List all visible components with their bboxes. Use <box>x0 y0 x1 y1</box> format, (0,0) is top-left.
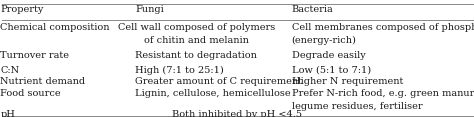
Text: High (7:1 to 25:1): High (7:1 to 25:1) <box>135 66 224 75</box>
Text: pH: pH <box>0 110 15 117</box>
Text: Higher N requirement: Higher N requirement <box>292 77 403 86</box>
Text: Degrade easily: Degrade easily <box>292 51 365 60</box>
Text: Greater amount of C requirement: Greater amount of C requirement <box>135 77 302 86</box>
Text: Cell wall composed of polymers: Cell wall composed of polymers <box>118 23 275 32</box>
Text: Both inhibited by pH <4.5: Both inhibited by pH <4.5 <box>172 110 302 117</box>
Text: Lignin, cellulose, hemicellulose: Lignin, cellulose, hemicellulose <box>135 89 291 98</box>
Text: Cell membranes composed of phospholipids: Cell membranes composed of phospholipids <box>292 23 474 32</box>
Text: Bacteria: Bacteria <box>292 5 333 14</box>
Text: legume residues, fertiliser: legume residues, fertiliser <box>292 102 422 111</box>
Text: Property: Property <box>0 5 44 14</box>
Text: Food source: Food source <box>0 89 61 98</box>
Text: Turnover rate: Turnover rate <box>0 51 70 60</box>
Text: Chemical composition: Chemical composition <box>0 23 110 32</box>
Text: Fungi: Fungi <box>135 5 164 14</box>
Text: C:N: C:N <box>0 66 19 75</box>
Text: (energy-rich): (energy-rich) <box>292 36 356 45</box>
Text: Resistant to degradation: Resistant to degradation <box>135 51 257 60</box>
Text: of chitin and melanin: of chitin and melanin <box>144 36 249 45</box>
Text: Low (5:1 to 7:1): Low (5:1 to 7:1) <box>292 66 371 75</box>
Text: Nutrient demand: Nutrient demand <box>0 77 86 86</box>
Text: Prefer N-rich food, e.g. green manure,: Prefer N-rich food, e.g. green manure, <box>292 89 474 98</box>
